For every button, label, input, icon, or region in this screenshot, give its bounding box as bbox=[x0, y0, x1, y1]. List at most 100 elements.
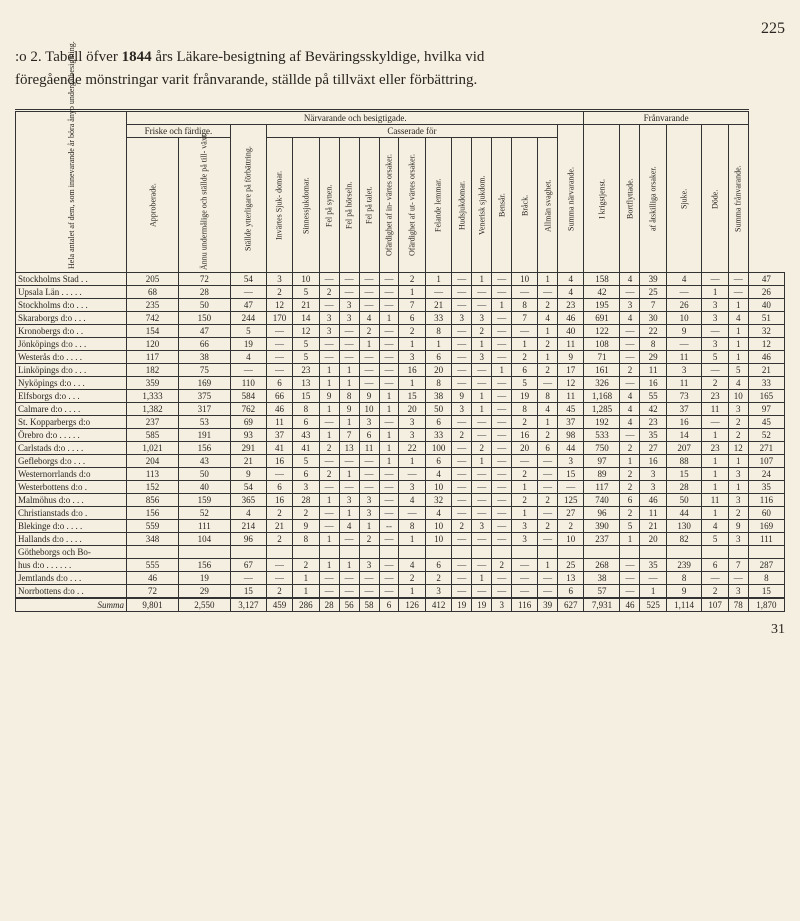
table-cell: 1 bbox=[538, 416, 558, 429]
table-cell: 4 bbox=[702, 520, 728, 533]
table-cell: 10 bbox=[425, 520, 451, 533]
table-cell: 2 bbox=[452, 520, 472, 533]
table-cell: 96 bbox=[230, 533, 266, 546]
table-cell: 214 bbox=[230, 520, 266, 533]
table-cell bbox=[127, 546, 179, 559]
table-row: Norrbottens d:o . .72291521————13—————65… bbox=[16, 585, 785, 599]
table-cell: — bbox=[620, 572, 640, 585]
col-c22: Döde. bbox=[702, 125, 728, 273]
table-cell: 8 bbox=[666, 572, 702, 585]
table-cell: 1 bbox=[293, 585, 319, 599]
table-cell: 47 bbox=[748, 273, 784, 286]
table-cell: — bbox=[379, 481, 399, 494]
table-cell: 111 bbox=[178, 520, 230, 533]
table-cell: 21 bbox=[640, 520, 666, 533]
table-cell: 11 bbox=[359, 442, 379, 455]
table-cell: 4 bbox=[399, 559, 425, 572]
table-cell: 4 bbox=[230, 351, 266, 364]
table-cell: — bbox=[359, 455, 379, 468]
table-cell: — bbox=[379, 494, 399, 507]
table-cell: — bbox=[492, 585, 512, 599]
table-cell: 1 bbox=[472, 403, 492, 416]
row-label: Christianstads d:o . bbox=[16, 507, 127, 520]
table-cell bbox=[666, 546, 702, 559]
table-cell: 4 bbox=[728, 377, 748, 390]
table-cell: — bbox=[319, 520, 339, 533]
table-cell: 158 bbox=[584, 273, 620, 286]
table-cell: 2 bbox=[266, 585, 292, 599]
table-cell: 97 bbox=[584, 455, 620, 468]
table-cell: 3 bbox=[728, 585, 748, 599]
table-cell: — bbox=[266, 572, 292, 585]
col-c5: Sinnessjukdomar. bbox=[293, 138, 319, 273]
col-c16: Allmän svaghet. bbox=[538, 138, 558, 273]
row-label: Hallands d:o . . . . bbox=[16, 533, 127, 546]
table-cell: — bbox=[512, 572, 538, 585]
table-cell: — bbox=[472, 468, 492, 481]
page-number: 225 bbox=[15, 20, 785, 38]
table-cell: — bbox=[452, 351, 472, 364]
table-cell: 156 bbox=[178, 559, 230, 572]
table-cell: 38 bbox=[425, 390, 451, 403]
table-cell: 1 bbox=[512, 338, 538, 351]
table-cell: 42 bbox=[584, 286, 620, 299]
table-cell: 159 bbox=[178, 494, 230, 507]
table-cell: 2 bbox=[620, 507, 640, 520]
table-cell: 1 bbox=[702, 429, 728, 442]
table-cell: 5 bbox=[293, 338, 319, 351]
table-cell: 1 bbox=[319, 429, 339, 442]
table-cell: 96 bbox=[584, 507, 620, 520]
table-cell: 1 bbox=[728, 338, 748, 351]
table-cell: — bbox=[492, 533, 512, 546]
table-cell: 30 bbox=[640, 312, 666, 325]
table-cell: — bbox=[379, 533, 399, 546]
table-cell: 156 bbox=[178, 442, 230, 455]
table-cell: 3 bbox=[640, 468, 666, 481]
table-cell: — bbox=[512, 585, 538, 599]
table-cell: 120 bbox=[127, 338, 179, 351]
table-cell: 9 bbox=[666, 325, 702, 338]
table-cell: — bbox=[379, 338, 399, 351]
table-cell: 54 bbox=[230, 481, 266, 494]
table-cell: 16 bbox=[399, 364, 425, 377]
table-row: Malmöhus d:o . . .8561593651628133—432——… bbox=[16, 494, 785, 507]
table-cell: 2 bbox=[266, 286, 292, 299]
table-cell: 2 bbox=[472, 325, 492, 338]
table-cell: 6 bbox=[266, 377, 292, 390]
table-cell: — bbox=[319, 572, 339, 585]
table-cell: 15 bbox=[748, 585, 784, 599]
summa-cell: 116 bbox=[512, 598, 538, 612]
table-row: Skaraborgs d:o . . .74215024417014334163… bbox=[16, 312, 785, 325]
col-c12: Hudsjukdomar. bbox=[452, 138, 472, 273]
table-cell: — bbox=[492, 507, 512, 520]
table-cell: — bbox=[379, 325, 399, 338]
table-cell: — bbox=[339, 455, 359, 468]
table-cell: 2 bbox=[538, 494, 558, 507]
table-cell: — bbox=[452, 507, 472, 520]
table-cell: 8 bbox=[640, 338, 666, 351]
table-cell: 6 bbox=[425, 559, 451, 572]
table-cell: 12 bbox=[558, 377, 584, 390]
row-label: Westernorrlands d:o bbox=[16, 468, 127, 481]
table-cell: 2 bbox=[266, 533, 292, 546]
table-cell: — bbox=[620, 559, 640, 572]
table-cell: 555 bbox=[127, 559, 179, 572]
table-cell: — bbox=[359, 299, 379, 312]
table-cell: 1 bbox=[319, 364, 339, 377]
table-cell: — bbox=[319, 338, 339, 351]
table-cell: — bbox=[472, 494, 492, 507]
table-cell: — bbox=[399, 507, 425, 520]
table-cell: — bbox=[452, 455, 472, 468]
table-cell: — bbox=[492, 468, 512, 481]
table-cell: 9 bbox=[728, 520, 748, 533]
table-cell: 11 bbox=[266, 416, 292, 429]
table-cell: 348 bbox=[127, 533, 179, 546]
summa-cell: 1,870 bbox=[748, 598, 784, 612]
table-row: Westerbottens d:o .152405463————310———1—… bbox=[16, 481, 785, 494]
table-cell: — bbox=[492, 520, 512, 533]
table-row: Stockholms Stad . .2057254310————21—1—10… bbox=[16, 273, 785, 286]
table-cell: — bbox=[538, 585, 558, 599]
table-cell: 20 bbox=[640, 533, 666, 546]
table-row: Upsala Län . . . . .6828—252———1——————44… bbox=[16, 286, 785, 299]
col-c13: Venerisk sjukdom. bbox=[472, 138, 492, 273]
